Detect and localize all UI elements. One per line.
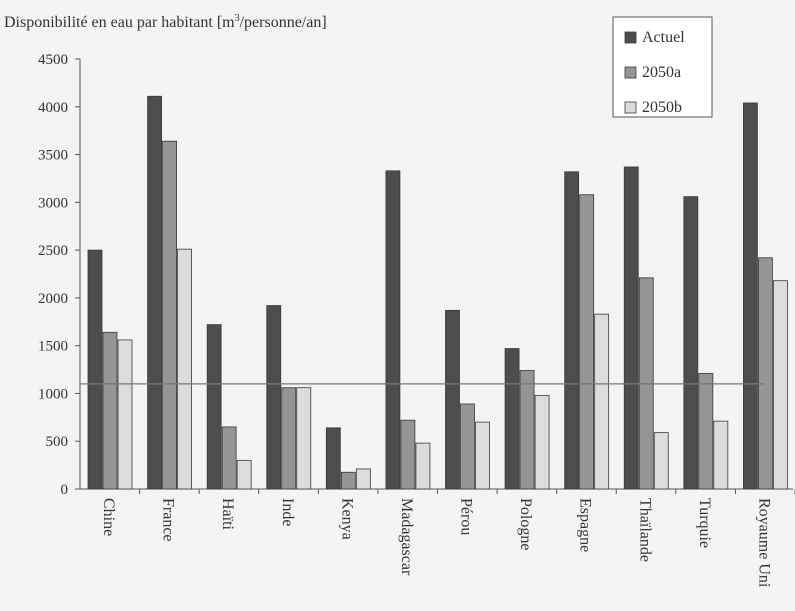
y-tick-label: 1000	[38, 386, 68, 402]
y-tick-label: 2000	[38, 291, 68, 307]
bar-2050b	[773, 280, 788, 490]
bar-actuel	[623, 166, 639, 490]
bar-2050b	[653, 432, 669, 490]
y-tick-label: 0	[61, 482, 69, 498]
category-label: Thaïlande	[636, 498, 653, 562]
bar-2050b	[594, 313, 610, 490]
plot-area: 0 500 1000 1500 2000 2500 3000 3500 4000 4500 Chin…	[38, 52, 795, 588]
bar-2050b	[236, 459, 252, 490]
legend-swatch	[624, 66, 637, 79]
bar-2050b	[534, 394, 550, 490]
bar-2050a	[162, 140, 177, 490]
bar-2050a	[281, 387, 297, 490]
bar-2050b	[177, 248, 192, 490]
bar-2050b	[415, 442, 431, 490]
bar-2050b	[713, 420, 729, 490]
bar-actuel	[325, 427, 341, 490]
bar-actuel	[504, 348, 520, 490]
bar-2050a	[698, 372, 714, 490]
bar-2050a	[758, 257, 773, 490]
y-tick-label: 500	[46, 434, 69, 450]
bar-2050a	[519, 370, 535, 490]
category-label: Inde	[279, 498, 296, 526]
bar-2050a	[102, 331, 118, 490]
bar-2050a	[340, 471, 356, 490]
bar-actuel	[266, 305, 282, 490]
bar-2050a	[400, 419, 416, 490]
y-tick-label: 3500	[38, 148, 68, 164]
category-label: Chine	[100, 498, 117, 536]
bar-actuel	[385, 170, 401, 490]
legend: Actuel 2050a 2050b	[612, 16, 713, 118]
y-tick-label: 4000	[38, 100, 68, 116]
bar-actuel	[445, 309, 460, 490]
y-tick-label: 3000	[38, 195, 68, 211]
bar-actuel	[206, 324, 222, 490]
category-label: Espagne	[577, 498, 594, 552]
y-tick-label: 1500	[38, 339, 68, 355]
y-tick-label: 2500	[38, 243, 68, 259]
bar-actuel	[743, 102, 758, 490]
bar-actuel	[564, 171, 580, 490]
legend-label: Actuel	[642, 29, 685, 46]
legend-swatch	[624, 101, 637, 114]
legend-label: 2050a	[642, 64, 681, 81]
bar-2050b	[475, 421, 490, 490]
legend-label: 2050b	[642, 99, 682, 116]
category-label: Pérou	[458, 498, 475, 535]
bar-2050b	[296, 387, 312, 490]
category-label: Turquie	[696, 498, 713, 548]
y-tick-label: 4500	[38, 52, 68, 68]
bar-actuel	[683, 196, 699, 490]
bar-2050a	[579, 194, 595, 490]
chart-title: Disponibilité en eau par habitant [m3/pe…	[4, 13, 327, 31]
category-label: Madagascar	[398, 498, 415, 576]
bar-actuel	[147, 95, 162, 490]
category-label: France	[160, 498, 177, 542]
category-label: Kenya	[338, 498, 355, 540]
category-label: Pologne	[517, 498, 534, 550]
bar-2050b	[117, 339, 133, 490]
legend-swatch	[624, 31, 637, 44]
bar-actuel	[87, 249, 103, 490]
category-label: Haïti	[219, 498, 236, 531]
bar-2050a	[221, 426, 237, 490]
bar-2050b	[355, 468, 371, 490]
category-label: Royaume Uni	[755, 498, 772, 588]
bar-2050a	[460, 403, 475, 490]
